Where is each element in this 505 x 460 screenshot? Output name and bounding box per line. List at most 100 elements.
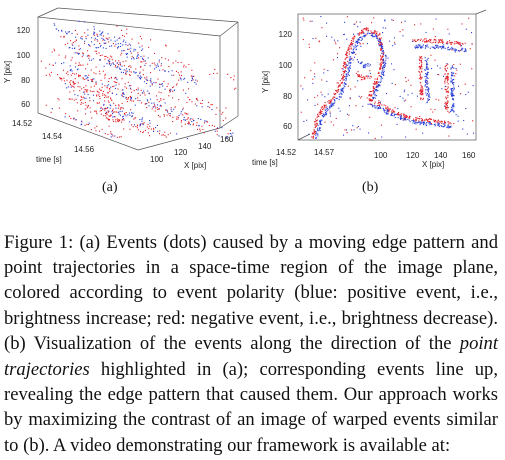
event-dot xyxy=(374,105,376,107)
event-dot xyxy=(339,110,341,112)
event-dot xyxy=(425,118,427,120)
event-dot xyxy=(84,93,86,95)
event-dot xyxy=(382,60,384,62)
event-dot xyxy=(359,43,361,45)
event-dot xyxy=(333,104,335,106)
event-dot xyxy=(456,42,458,44)
event-dot xyxy=(382,58,384,60)
event-dot xyxy=(384,109,386,111)
event-dot xyxy=(372,87,374,89)
event-dot xyxy=(447,47,449,49)
event-dot xyxy=(156,95,158,97)
event-dot xyxy=(425,119,427,121)
event-dot xyxy=(363,64,365,66)
event-dot xyxy=(379,44,381,46)
event-dot xyxy=(330,121,332,123)
event-dot xyxy=(374,82,376,84)
event-dot xyxy=(142,58,144,60)
event-dot xyxy=(188,122,190,124)
event-dot xyxy=(435,18,437,20)
event-dot xyxy=(324,96,326,98)
event-dot xyxy=(148,46,150,48)
panel-a-y-tick: 120 xyxy=(17,26,31,35)
event-dot xyxy=(125,73,127,75)
event-dot xyxy=(455,43,457,45)
event-dot xyxy=(96,50,98,52)
event-dot xyxy=(442,126,444,128)
event-dot xyxy=(318,129,320,131)
event-dot xyxy=(312,133,314,135)
event-dot xyxy=(314,131,316,133)
event-dot xyxy=(192,118,194,120)
event-dot xyxy=(358,34,360,36)
event-dot xyxy=(324,105,326,107)
panel-a-box xyxy=(37,7,239,151)
event-dot xyxy=(141,118,143,120)
event-dot xyxy=(450,77,452,79)
event-dot xyxy=(194,103,196,105)
event-dot xyxy=(451,94,453,96)
event-dot xyxy=(118,83,120,85)
event-dot xyxy=(71,47,73,49)
event-dot xyxy=(75,119,77,121)
event-dot xyxy=(451,105,453,107)
event-dot xyxy=(347,68,349,70)
event-dot xyxy=(378,84,380,86)
event-dot xyxy=(371,22,373,24)
event-dot xyxy=(341,93,343,95)
event-dot xyxy=(442,46,444,48)
event-dot xyxy=(131,56,133,58)
event-dot xyxy=(354,44,356,46)
event-dot xyxy=(133,71,135,73)
event-dot xyxy=(312,78,314,80)
event-dot xyxy=(64,83,66,85)
event-dot xyxy=(397,112,399,114)
event-dot xyxy=(315,120,317,122)
event-dot xyxy=(383,52,385,54)
event-dot xyxy=(75,62,77,64)
event-dot xyxy=(61,77,63,79)
event-dot xyxy=(312,82,314,84)
event-dot xyxy=(125,41,127,43)
event-dot xyxy=(85,89,87,91)
event-dot xyxy=(417,121,419,123)
event-dot xyxy=(308,133,310,135)
event-dot xyxy=(350,43,352,45)
event-dot xyxy=(76,69,78,71)
event-dot xyxy=(148,101,150,103)
event-dot xyxy=(445,91,447,93)
event-dot xyxy=(332,97,334,99)
event-dot xyxy=(378,85,380,87)
event-dot xyxy=(445,85,447,87)
event-dot xyxy=(125,70,127,72)
event-dot xyxy=(427,89,429,91)
event-dot xyxy=(452,90,454,92)
event-dot xyxy=(368,95,370,97)
event-dot xyxy=(344,71,346,73)
event-dot xyxy=(84,89,86,91)
event-dot xyxy=(345,63,347,65)
event-dot xyxy=(447,76,449,78)
event-dot xyxy=(380,59,382,61)
event-dot xyxy=(140,77,142,79)
event-dot xyxy=(173,108,175,110)
event-dot xyxy=(314,62,316,64)
event-dot xyxy=(95,73,97,75)
event-dot xyxy=(227,136,229,138)
event-dot xyxy=(182,109,184,111)
event-dot xyxy=(98,92,100,94)
event-dot xyxy=(76,33,78,35)
event-dot xyxy=(318,41,320,43)
event-dot xyxy=(405,117,407,119)
event-dot xyxy=(137,89,139,91)
event-dot xyxy=(69,46,71,48)
event-dot xyxy=(142,69,144,71)
event-dot xyxy=(74,41,76,43)
event-dot xyxy=(104,85,106,87)
event-dot xyxy=(126,98,128,100)
event-dot xyxy=(97,91,99,93)
event-dot xyxy=(94,39,96,41)
event-dot xyxy=(341,88,343,90)
event-dot xyxy=(185,113,187,115)
event-dot xyxy=(153,106,155,108)
